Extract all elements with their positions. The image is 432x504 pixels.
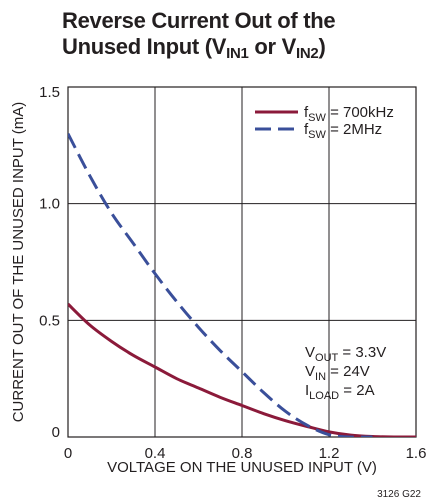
chart-title-line1: Reverse Current Out of the bbox=[62, 8, 336, 33]
title-prefix: Unused Input (V bbox=[62, 34, 227, 59]
title-suffix: ) bbox=[318, 34, 326, 59]
y-tick-label: 1.0 bbox=[39, 196, 60, 213]
x-tick-label: 0.8 bbox=[232, 445, 253, 462]
chart-title: Reverse Current Out of the Unused Input … bbox=[62, 8, 422, 62]
series-line-1 bbox=[68, 302, 416, 437]
legend-label-1: fSW = 700kHz bbox=[304, 104, 394, 124]
legend-label-2: fSW = 2MHz bbox=[304, 121, 382, 141]
y-tick-label: 1.5 bbox=[39, 84, 60, 101]
y-axis-label: CURRENT OUT OF THE UNUSED INPUT (mA) bbox=[10, 102, 27, 423]
y-tick-label: 0 bbox=[52, 424, 60, 441]
title-mid: or V bbox=[248, 34, 297, 59]
condition-3: ILOAD = 2A bbox=[305, 382, 375, 402]
figure-code: 3126 G22 bbox=[377, 489, 421, 500]
x-tick-label: 1.6 bbox=[406, 445, 427, 462]
x-tick-label: 0.4 bbox=[145, 445, 166, 462]
condition-2: VIN = 24V bbox=[305, 363, 370, 383]
condition-1: VOUT = 3.3V bbox=[305, 344, 386, 364]
title-sub-vin1: IN1 bbox=[226, 45, 249, 62]
x-tick-label: 1.2 bbox=[319, 445, 340, 462]
series-line-2 bbox=[68, 132, 373, 437]
x-tick-label: 0 bbox=[64, 445, 72, 462]
title-sub-vin2: IN2 bbox=[296, 45, 319, 62]
chart-title-line2: Unused Input (VIN1 or VIN2) bbox=[62, 34, 422, 62]
y-tick-label: 0.5 bbox=[39, 312, 60, 329]
x-axis-label: VOLTAGE ON THE UNUSED INPUT (V) bbox=[107, 459, 377, 476]
